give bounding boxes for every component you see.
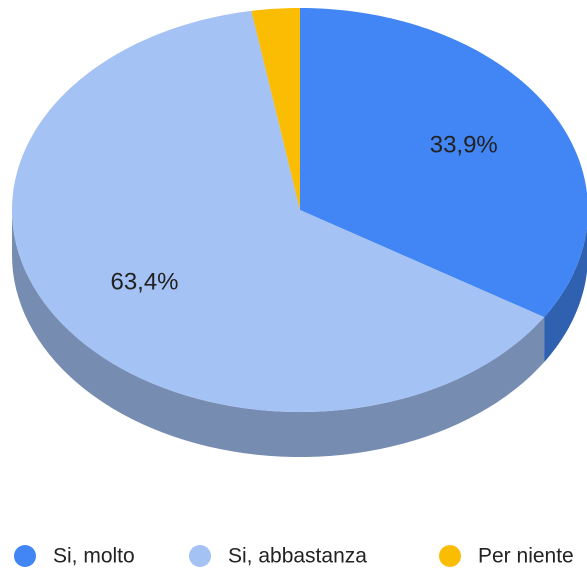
pie-wall — [12, 210, 545, 457]
legend-label: Per niente — [478, 545, 574, 568]
data-label: 63,4% — [110, 268, 178, 295]
legend: Si, molto Si, abbastanza Per niente — [14, 545, 574, 568]
legend-swatch — [14, 545, 36, 567]
pie-slice — [300, 8, 587, 318]
data-label: 33,9% — [430, 132, 498, 159]
legend-swatch — [189, 545, 211, 567]
legend-label: Si, molto — [53, 545, 135, 568]
data-labels: 33,9% 63,4% — [110, 132, 497, 296]
pie-slice — [12, 10, 545, 412]
pie-walls — [12, 210, 587, 457]
legend-swatch — [439, 545, 461, 567]
pie-slice — [251, 8, 300, 210]
legend-label: Si, abbastanza — [228, 545, 367, 568]
pie-wall — [544, 226, 587, 363]
pie-tops — [12, 8, 587, 412]
